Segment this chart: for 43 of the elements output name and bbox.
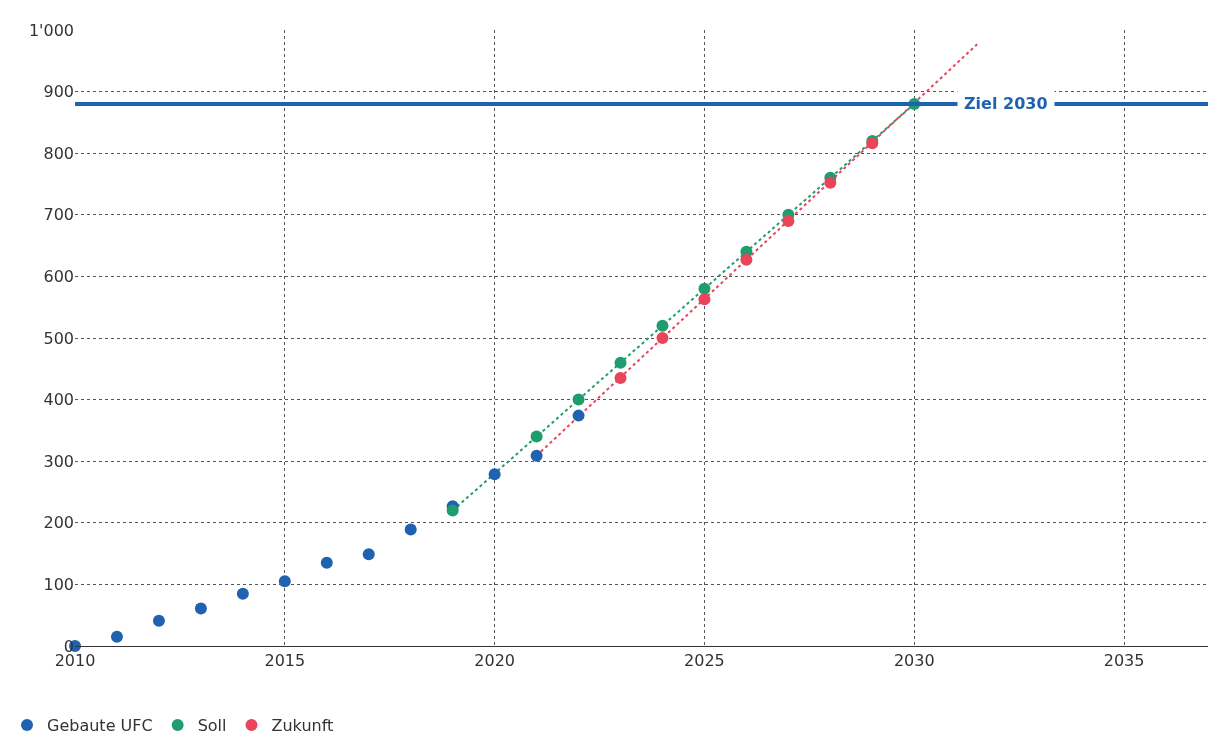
y-tick-label: 700 (43, 205, 74, 225)
point (698, 282, 711, 295)
x-tick-label: 2030 (893, 651, 935, 671)
y-tick-label: 200 (43, 513, 74, 533)
point (236, 587, 249, 600)
point (656, 319, 669, 332)
x-tick-label: 2010 (54, 651, 96, 671)
point (824, 176, 837, 189)
legend-label: Soll (197, 716, 227, 736)
point (656, 332, 669, 344)
point (572, 409, 585, 422)
ref-line-label: Ziel 2030 (964, 94, 1048, 113)
point (152, 614, 165, 627)
legend-label: Zukunft (271, 716, 334, 736)
y-tick-label: 500 (43, 328, 74, 348)
legend-label: Gebaute UFC (47, 716, 153, 736)
x-tick-label: 2025 (684, 651, 725, 671)
y-tick-label: 300 (43, 451, 74, 471)
point (572, 393, 585, 406)
point (446, 504, 459, 517)
y-tick-label: 800 (43, 143, 74, 163)
point (488, 468, 501, 481)
point (614, 372, 627, 385)
y-tick-label: 100 (43, 575, 74, 594)
y-tick-label: 400 (43, 390, 74, 410)
point (362, 548, 375, 561)
point (614, 356, 627, 369)
point (530, 430, 543, 443)
y-tick-label: 900 (43, 82, 74, 102)
y-tick-label: 600 (43, 267, 74, 286)
x-tick-label: 2035 (1103, 651, 1145, 671)
point (698, 293, 711, 306)
point (194, 602, 207, 615)
point (782, 214, 795, 227)
x-tick-label: 2015 (264, 651, 306, 671)
point (404, 523, 417, 536)
x-tick-label: 2020 (474, 651, 515, 671)
point (278, 575, 291, 588)
point (740, 253, 753, 266)
point (320, 556, 333, 569)
point (530, 449, 543, 462)
y-tick-label: 1'000 (28, 20, 74, 40)
point (110, 630, 123, 643)
